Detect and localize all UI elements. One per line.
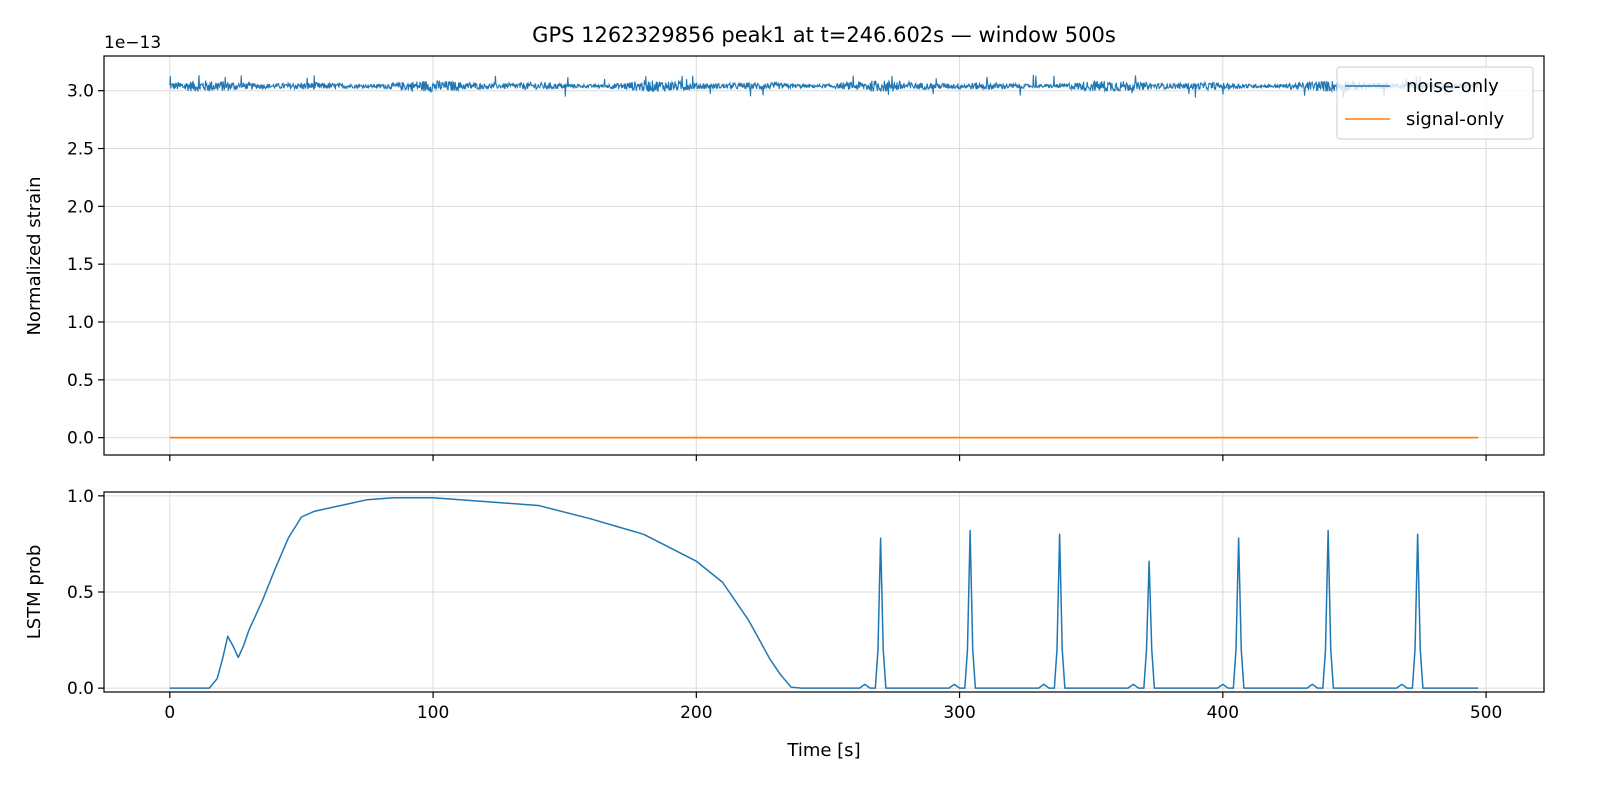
- lstm-y-ticks: 0.0 0.5 1.0: [67, 487, 104, 699]
- x-axis-label: Time [s]: [786, 740, 860, 761]
- strain-axes-frame: [103, 55, 1545, 456]
- strain-panel: 0.0 0.5 1.0 1.5 2.0 2.5 3.0 1e−13 Normalized s…: [24, 33, 1545, 461]
- legend-noise-label: noise-only: [1406, 76, 1499, 97]
- strain-y-tick-label: 0.0: [67, 429, 94, 449]
- lstm-y-tick-label: 0.0: [67, 679, 94, 699]
- strain-y-tick-label: 2.5: [67, 140, 94, 160]
- x-tick-label: 500: [1470, 703, 1502, 723]
- x-tick-label: 300: [943, 703, 975, 723]
- lstm-panel: 0.0 0.5 1.0 0 100 200 300 400 500 LSTM prob Tim…: [24, 487, 1545, 761]
- strain-y-tick-label: 2.0: [67, 197, 94, 217]
- strain-offset-label: 1e−13: [104, 33, 161, 53]
- x-tick-label: 0: [164, 703, 175, 723]
- strain-x-ticks: [169, 455, 1487, 461]
- lstm-grid: [104, 492, 1544, 692]
- strain-y-axis-label: Normalized strain: [24, 176, 45, 335]
- strain-y-tick-label: 3.0: [67, 82, 94, 102]
- strain-y-tick-label: 1.5: [67, 255, 94, 275]
- x-tick-label: 200: [680, 703, 712, 723]
- strain-y-tick-label: 0.5: [67, 371, 94, 391]
- strain-y-ticks: 0.0 0.5 1.0 1.5 2.0 2.5 3.0: [67, 82, 104, 449]
- lstm-y-tick-label: 0.5: [67, 583, 94, 603]
- series-noise-only: [169, 74, 1479, 98]
- legend: noise-only signal-only: [1336, 66, 1534, 140]
- strain-grid: [104, 56, 1544, 455]
- lstm-y-tick-label: 1.0: [67, 487, 94, 507]
- lstm-y-axis-label: LSTM prob: [24, 545, 45, 640]
- series-lstm-prob: [169, 497, 1479, 689]
- strain-y-tick-label: 1.0: [67, 313, 94, 333]
- lstm-series: [169, 497, 1479, 689]
- legend-box: [1336, 66, 1534, 140]
- x-tick-label: 400: [1207, 703, 1239, 723]
- lstm-x-ticks: 0 100 200 300 400 500: [164, 692, 1502, 723]
- chart-title: GPS 1262329856 peak1 at t=246.602s — win…: [532, 23, 1116, 47]
- x-tick-label: 100: [417, 703, 449, 723]
- legend-signal-label: signal-only: [1406, 109, 1504, 130]
- strain-series: [169, 74, 1479, 439]
